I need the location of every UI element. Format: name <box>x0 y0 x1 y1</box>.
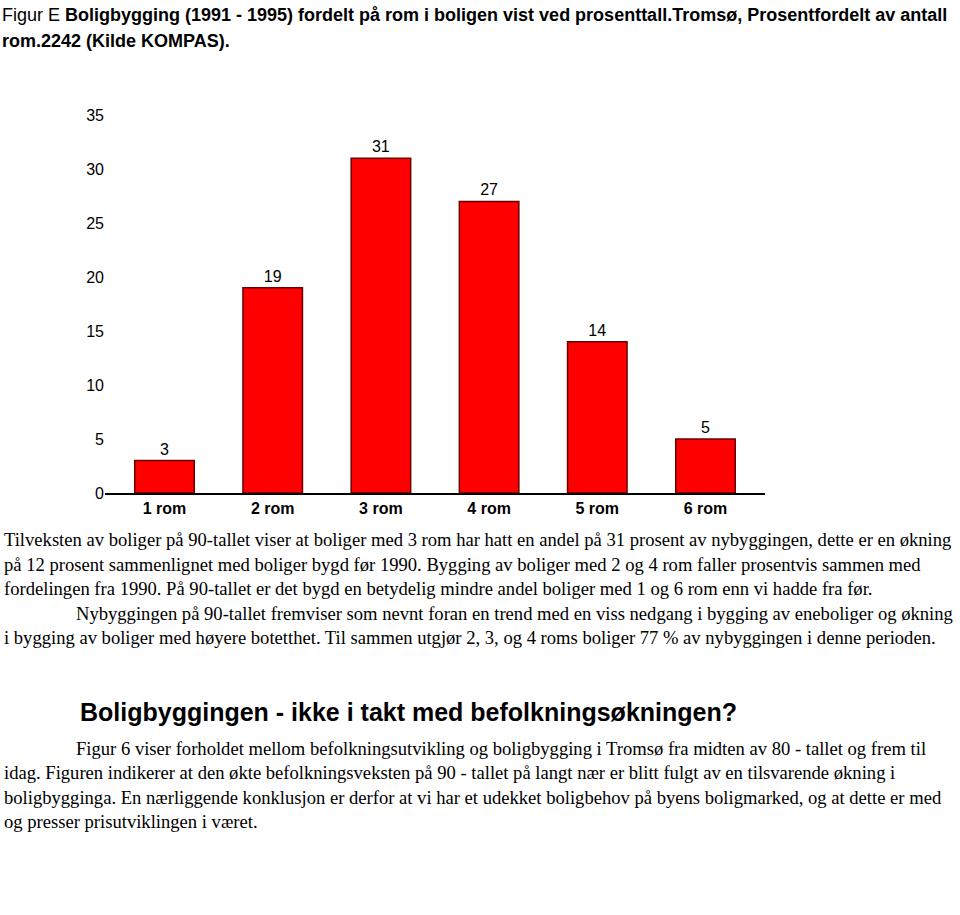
svg-text:5 rom: 5 rom <box>576 500 620 517</box>
svg-text:31: 31 <box>372 138 390 155</box>
svg-text:4 rom: 4 rom <box>467 500 511 517</box>
html-text:Figur E Boligbygging (1991 - 1: Figur E Boligbygging (1991 - 1995) forde… <box>2 5 948 51</box>
svg-text:6 rom: 6 rom <box>684 500 728 517</box>
svg-text:2 rom: 2 rom <box>251 500 295 517</box>
svg-text:3 rom: 3 rom <box>359 500 403 517</box>
html-text:Nybyggingen på 90-tallet fremv: Nybyggingen på 90-tallet fremviser som n… <box>4 602 953 648</box>
svg-text:19: 19 <box>264 268 282 285</box>
svg-text:0: 0 <box>95 485 104 502</box>
html-text:Figur 6 viser forholdet mellom: Figur 6 viser forholdet mellom befolknin… <box>4 737 942 832</box>
svg-text:35: 35 <box>86 107 104 124</box>
svg-text:5: 5 <box>701 419 710 436</box>
svg-text:15: 15 <box>86 323 104 340</box>
svg-text:25: 25 <box>86 215 104 232</box>
svg-text:1 rom: 1 rom <box>143 500 187 517</box>
svg-text:14: 14 <box>588 322 606 339</box>
svg-text:27: 27 <box>480 181 498 198</box>
svg-text:3: 3 <box>160 441 169 458</box>
svg-text:5: 5 <box>95 431 104 448</box>
html-text:Tilveksten av boliger på 90-ta: Tilveksten av boliger på 90-tallet viser… <box>4 529 952 599</box>
html-text:Boligbyggingen - ikke i takt m: Boligbyggingen - ikke i takt med befolkn… <box>80 697 737 726</box>
svg-text:20: 20 <box>86 269 104 286</box>
svg-text:30: 30 <box>86 161 104 178</box>
svg-text:10: 10 <box>86 377 104 394</box>
